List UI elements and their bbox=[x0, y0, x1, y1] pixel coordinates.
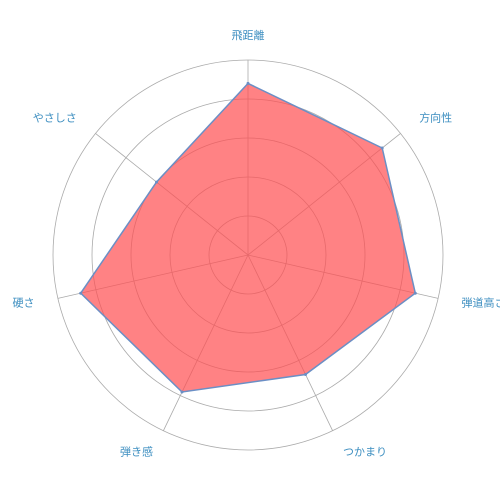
series-area-0 bbox=[79, 82, 417, 393]
radar-series-layer bbox=[79, 81, 417, 394]
axis-label-0: 飛距離 bbox=[232, 28, 265, 42]
data-point-やさしさ bbox=[155, 180, 158, 184]
radar-axis-labels: 飛距離方向性弾道高さつかまり 弾き感 硬さ やさしさ bbox=[13, 28, 500, 458]
data-point-弾き感 bbox=[180, 390, 184, 394]
axis-label-4: 弾き感 bbox=[120, 445, 153, 458]
axis-label-6: やさしさ bbox=[33, 112, 77, 125]
data-point-弾道高さ bbox=[413, 291, 417, 295]
data-point-飛距離 bbox=[246, 81, 250, 85]
data-point-つかまり bbox=[304, 373, 307, 376]
axis-label-2: 弾道高さ bbox=[462, 296, 500, 310]
data-point-方向性 bbox=[380, 146, 384, 150]
axis-label-3: つかまり bbox=[343, 445, 387, 458]
axis-label-5: 硬さ bbox=[13, 297, 35, 310]
data-point-硬さ bbox=[79, 291, 83, 295]
axis-label-1: 方向性 bbox=[419, 111, 452, 125]
